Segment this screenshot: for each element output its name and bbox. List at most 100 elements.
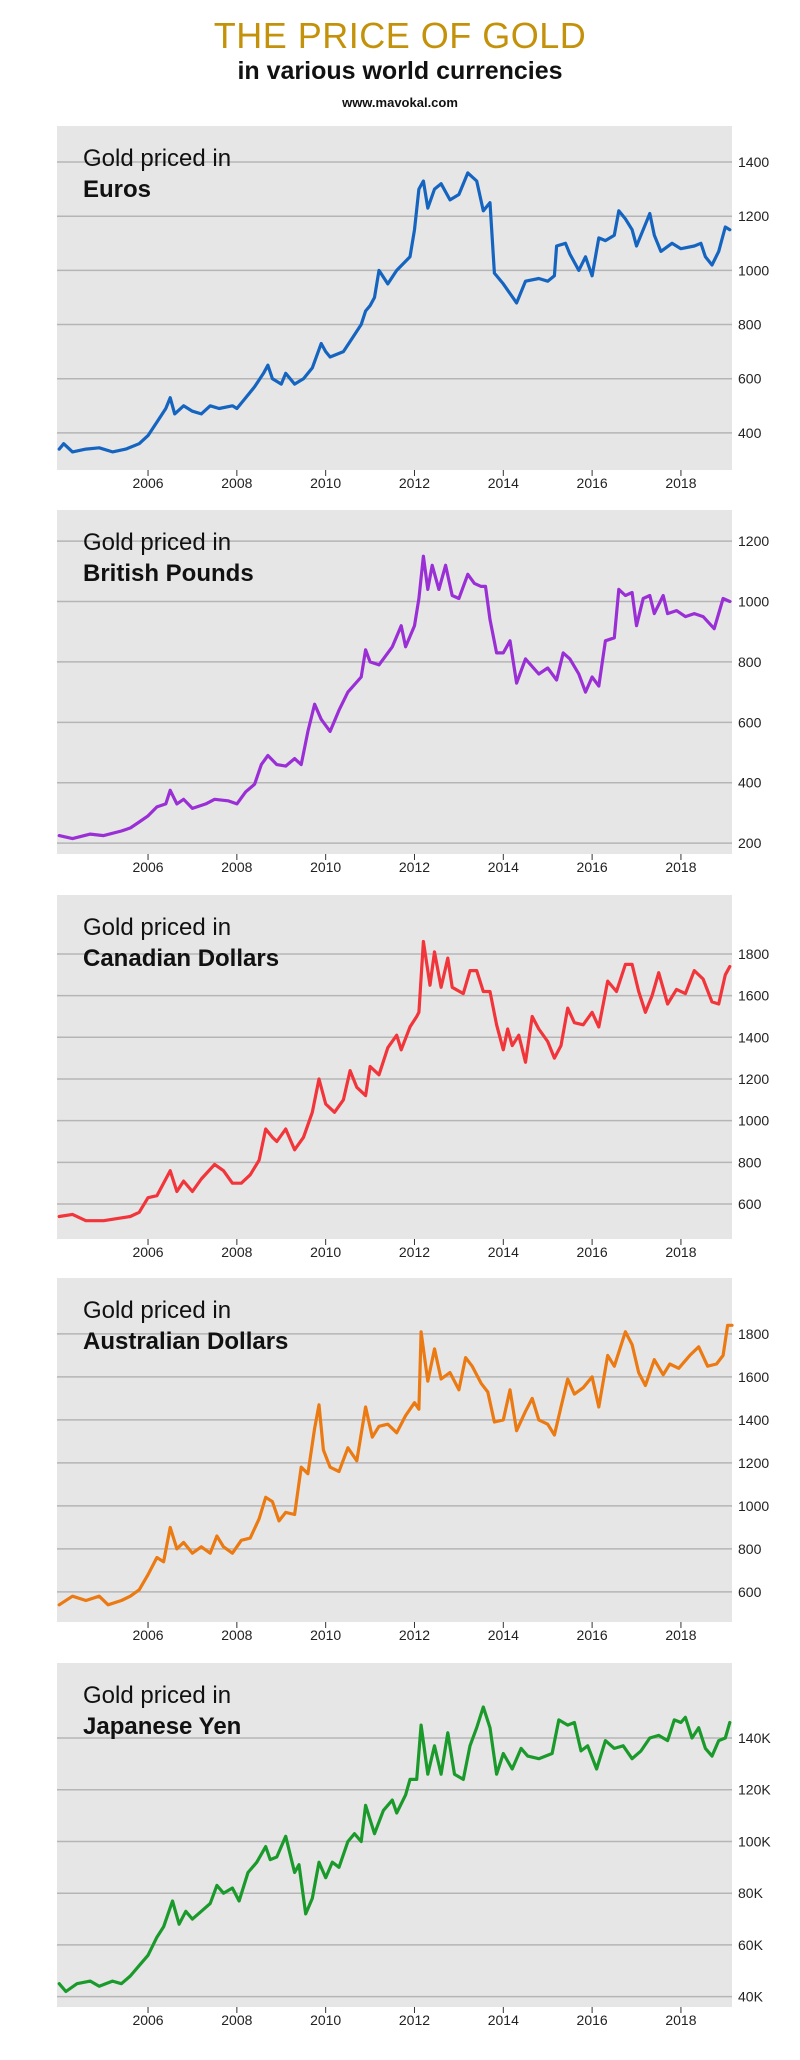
x-tick-label: 2010	[310, 1627, 341, 1643]
y-tick-label: 600	[738, 1584, 762, 1600]
x-tick-label: 2014	[488, 2012, 519, 2028]
y-tick-label: 400	[738, 425, 762, 441]
y-tick-label: 1600	[738, 1369, 769, 1385]
y-tick-label: 600	[738, 714, 762, 730]
y-tick-label: 400	[738, 775, 762, 791]
x-tick-label: 2008	[221, 859, 252, 875]
y-tick-label: 1200	[738, 1071, 769, 1087]
chart-japanese-yen: 40K 60K 80K 100K 120K 140K 2006 2008 2010 2012 201…	[0, 1653, 800, 2037]
panel-label: Gold priced in Canadian Dollars	[83, 912, 279, 974]
y-tick-label: 1000	[738, 262, 769, 278]
x-tick-label: 2008	[221, 2012, 252, 2028]
x-tick-label: 2012	[399, 1244, 430, 1260]
x-tick-label: 2016	[577, 2012, 608, 2028]
panel-label-line1: Gold priced in	[83, 529, 232, 556]
x-tick-label: 2016	[577, 1627, 608, 1643]
y-tick-label: 600	[738, 1196, 762, 1212]
y-tick-label: 200	[738, 835, 762, 851]
panel-label: Gold priced in Australian Dollars	[83, 1295, 288, 1357]
x-tick-label: 2018	[665, 859, 696, 875]
y-tick-label: 1400	[738, 1412, 769, 1428]
x-tick-label: 2008	[221, 1244, 252, 1260]
plot-background	[57, 895, 732, 1239]
x-tick-label: 2008	[221, 475, 252, 491]
y-tick-label: 1200	[738, 208, 769, 224]
plot-background	[57, 1278, 732, 1622]
panel-label-line1: Gold priced in	[83, 914, 232, 941]
x-tick-label: 2010	[310, 859, 341, 875]
x-tick-label: 2016	[577, 859, 608, 875]
x-tick-label: 2014	[488, 859, 519, 875]
page-title: THE PRICE OF GOLD	[213, 15, 587, 56]
chart-british-pounds: 200 400 600 800 1000 1200 2006 2008 2010 2012 2014…	[0, 500, 800, 884]
y-tick-label: 800	[738, 1154, 762, 1170]
plot-background	[57, 126, 732, 470]
chart-australian-dollars: 600 800 1000 1200 1400 1600 1800 2006 2008 2010 20…	[0, 1268, 800, 1652]
chart-svg: 200 400 600 800 1000 1200 2006 2008 2010 2012 2014…	[57, 510, 769, 875]
panel-label-line1: Gold priced in	[83, 1682, 232, 1709]
y-tick-label: 1600	[738, 988, 769, 1004]
currency-name: Euros	[83, 176, 152, 203]
y-tick-label: 1800	[738, 1326, 769, 1342]
currency-name: British Pounds	[83, 560, 254, 587]
chart-svg: 600 800 1000 1200 1400 1600 1800 2006 2008 2010 20…	[57, 895, 769, 1260]
y-tick-label: 1400	[738, 1029, 769, 1045]
x-tick-label: 2014	[488, 1244, 519, 1260]
y-tick-label: 1000	[738, 1498, 769, 1514]
x-tick-label: 2016	[577, 1244, 608, 1260]
series-line-canadian-dollars	[57, 939, 732, 1223]
y-tick-label: 1400	[738, 154, 769, 170]
x-tick-label: 2010	[310, 1244, 341, 1260]
x-tick-label: 2018	[665, 475, 696, 491]
y-tick-label: 1000	[738, 1113, 769, 1129]
y-tick-label: 800	[738, 1541, 762, 1557]
series-line-euros	[57, 171, 732, 454]
x-tick-label: 2018	[665, 1627, 696, 1643]
x-tick-label: 2008	[221, 1627, 252, 1643]
y-tick-label: 1800	[738, 946, 769, 962]
panel-label: Gold priced in British Pounds	[83, 527, 254, 589]
x-tick-label: 2018	[665, 1244, 696, 1260]
chart-svg: 40K 60K 80K 100K 120K 140K 2006 2008 2010 2012 201…	[57, 1663, 771, 2028]
x-tick-label: 2012	[399, 2012, 430, 2028]
x-tick-label: 2006	[132, 475, 163, 491]
panel-label: Gold priced in Japanese Yen	[83, 1680, 241, 1742]
panel-label-line1: Gold priced in	[83, 1297, 232, 1324]
y-tick-label: 140K	[738, 1730, 771, 1746]
x-tick-label: 2014	[488, 1627, 519, 1643]
x-tick-label: 2016	[577, 475, 608, 491]
y-tick-label: 60K	[738, 1937, 764, 1953]
chart-svg: 400 600 800 1000 1200 1400 2006 2008 2010 2012 201…	[57, 126, 769, 491]
y-tick-label: 1000	[738, 594, 769, 610]
chart-svg: 600 800 1000 1200 1400 1600 1800 2006 2008 2010 20…	[57, 1278, 769, 1643]
x-tick-label: 2006	[132, 2012, 163, 2028]
y-tick-label: 800	[738, 654, 762, 670]
y-tick-label: 800	[738, 317, 762, 333]
x-tick-label: 2012	[399, 475, 430, 491]
currency-name: Canadian Dollars	[83, 945, 280, 972]
page-subtitle: in various world currencies	[237, 57, 563, 85]
x-tick-label: 2012	[399, 859, 430, 875]
chart-canadian-dollars: 600 800 1000 1200 1400 1600 1800 2006 2008 2010 20…	[0, 885, 800, 1269]
x-tick-label: 2014	[488, 475, 519, 491]
panel-label: Gold priced in Euros	[83, 143, 231, 205]
y-tick-label: 100K	[738, 1833, 771, 1849]
y-tick-label: 120K	[738, 1782, 771, 1798]
y-tick-label: 40K	[738, 1989, 764, 2005]
x-tick-label: 2012	[399, 1627, 430, 1643]
x-tick-label: 2010	[310, 475, 341, 491]
x-tick-label: 2006	[132, 859, 163, 875]
x-tick-label: 2010	[310, 2012, 341, 2028]
x-tick-label: 2006	[132, 1244, 163, 1260]
y-tick-label: 1200	[738, 533, 769, 549]
plot-background	[57, 1663, 732, 2007]
y-tick-label: 80K	[738, 1885, 764, 1901]
panel-label-line1: Gold priced in	[83, 145, 232, 172]
currency-name: Japanese Yen	[83, 1713, 242, 1740]
x-tick-label: 2006	[132, 1627, 163, 1643]
y-tick-label: 600	[738, 371, 762, 387]
y-tick-label: 1200	[738, 1455, 769, 1471]
x-tick-label: 2018	[665, 2012, 696, 2028]
currency-name: Australian Dollars	[83, 1328, 289, 1355]
website-credit: www.mavokal.com	[342, 95, 458, 110]
